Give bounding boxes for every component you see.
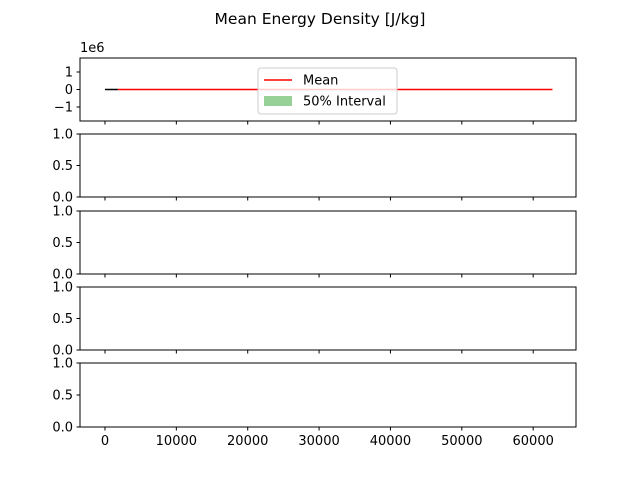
y-tick-label: 0.0 (52, 268, 73, 283)
axes-frame (79, 362, 577, 428)
legend-label: Mean (303, 74, 338, 89)
y-tick-label: 1.0 (52, 205, 73, 220)
axes-frame (79, 286, 577, 351)
y-tick-label: 0.5 (52, 312, 73, 327)
y-tick-label: 0.0 (52, 191, 73, 206)
y-tick-label: 0.5 (52, 236, 73, 251)
y-tick-label: 0.0 (52, 344, 73, 359)
subplot-1: 1 0 −1 1e6 Mean 50% Interval (54, 41, 577, 125)
y-offset-label: 1e6 (80, 41, 105, 56)
y-tick-label: 0.5 (52, 159, 73, 174)
legend-box (257, 67, 398, 115)
x-tick-label: 20000 (227, 434, 268, 449)
x-tick-label: 50000 (441, 434, 482, 449)
y-tick-label: 0.0 (52, 421, 73, 436)
y-tick-label: 0 (65, 83, 73, 98)
subplot-2: 1.0 0.5 0.0 (52, 128, 577, 206)
legend-label: 50% Interval (303, 95, 386, 110)
y-tick-label: 1.0 (52, 357, 73, 372)
y-tick-label: 1 (65, 66, 73, 81)
chart-title: Mean Energy Density [J/kg] (215, 10, 426, 28)
y-tick-label: 0.5 (52, 389, 73, 404)
legend: Mean 50% Interval (257, 67, 398, 115)
x-tick-label: 0 (101, 434, 109, 449)
x-tick-label: 10000 (156, 434, 197, 449)
subplot-3: 1.0 0.5 0.0 (52, 205, 577, 283)
y-tick-label: 1.0 (52, 281, 73, 296)
y-tick-label: −1 (54, 101, 73, 116)
legend-swatch-patch (264, 96, 292, 106)
x-tick-label: 30000 (298, 434, 339, 449)
y-tick-label: 1.0 (52, 128, 73, 143)
x-tick-label: 40000 (370, 434, 411, 449)
axes-frame (79, 210, 577, 275)
x-tick-label: 60000 (513, 434, 554, 449)
subplot-5: 1.0 0.5 0.0 0 10000 20000 30000 40000 50000 60000 (52, 357, 577, 449)
subplot-4: 1.0 0.5 0.0 (52, 281, 577, 359)
axes-frame (79, 133, 577, 198)
